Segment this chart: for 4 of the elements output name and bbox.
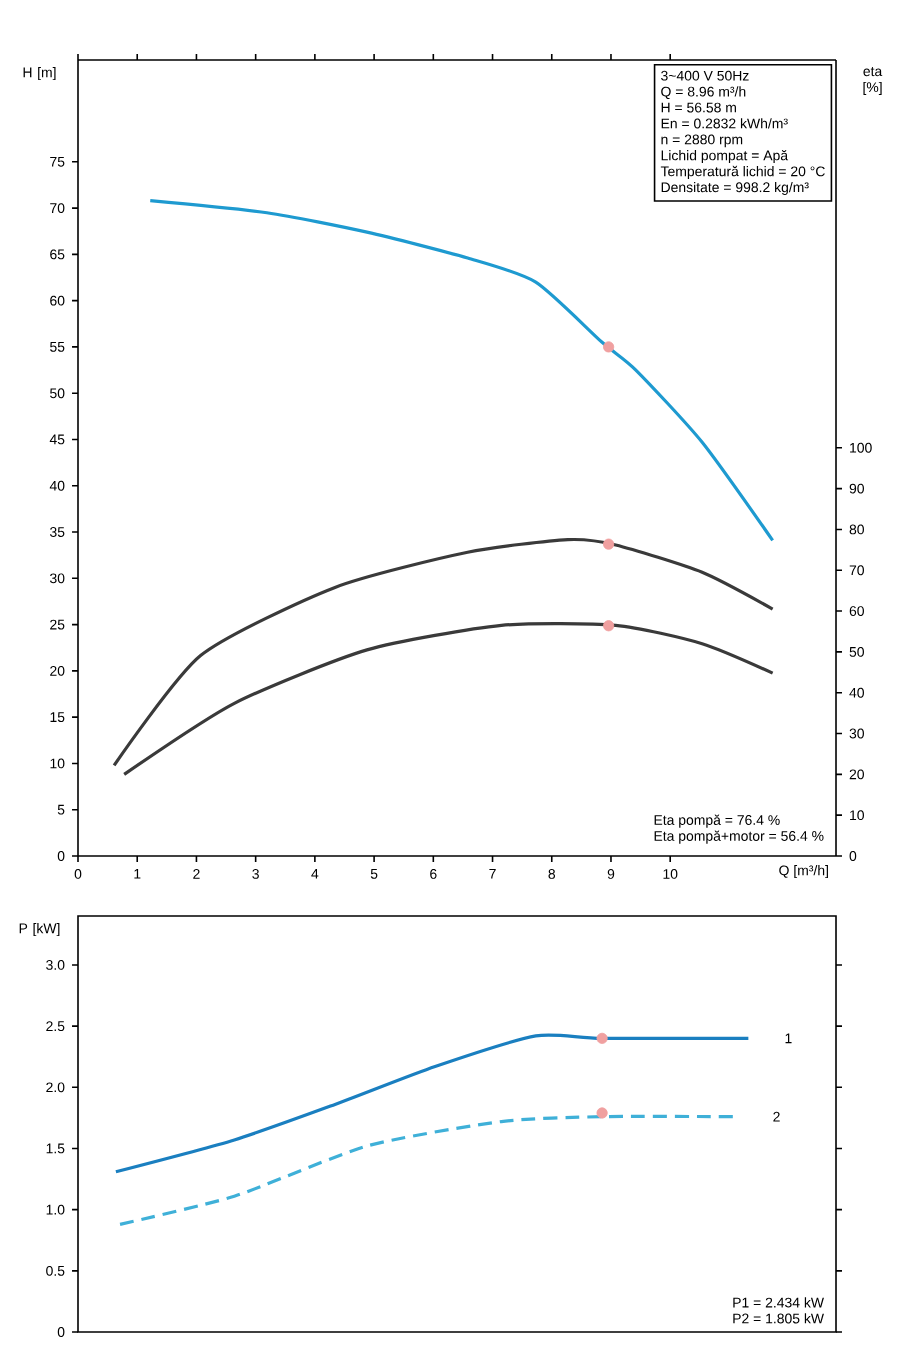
line-series: [122, 621, 775, 776]
line-series: [114, 1033, 750, 1174]
line-series: [112, 537, 775, 767]
line-series: [148, 199, 775, 542]
